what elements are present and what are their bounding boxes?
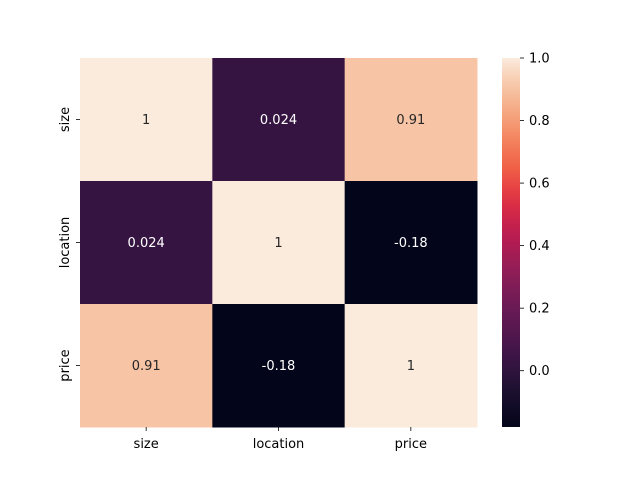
heatmap-cell-price-size: [80, 304, 213, 428]
cell-value-label: 0.91: [396, 113, 425, 128]
y-axis: size location price: [58, 107, 80, 382]
colorbar-gradient: [502, 58, 520, 427]
heatmap-cell-price-price: [344, 304, 478, 428]
colorbar-tick-label: 0.6: [529, 177, 550, 192]
x-axis: size location price: [134, 427, 427, 452]
heatmap-cell-labels: 1 0.024 0.91 0.024 1 -0.18 0.91 -0.18 1: [128, 113, 428, 374]
heatmap-cell-size-location: [212, 58, 346, 182]
cell-value-label: 0.91: [132, 359, 161, 374]
colorbar-tick-label: 0.2: [529, 302, 550, 317]
x-tick-label-location: location: [253, 437, 305, 452]
heatmap-cells: [80, 58, 478, 428]
colorbar-tick-label: 0.4: [529, 239, 550, 254]
colorbar-tick-label: 1.0: [529, 52, 550, 67]
heatmap-cell-size-size: [80, 58, 213, 182]
heatmap-cell-location-size: [80, 181, 213, 305]
cell-value-label: -0.18: [394, 236, 428, 251]
cell-value-label: 0.024: [128, 236, 165, 251]
colorbar: 0.0 0.2 0.4 0.6 0.8 1.0: [502, 52, 550, 427]
y-tick-label-location: location: [58, 217, 73, 269]
colorbar-tick-label: 0.8: [529, 114, 550, 129]
heatmap-cell-location-location: [212, 181, 346, 305]
cell-value-label: -0.18: [262, 359, 296, 374]
x-tick-label-price: price: [395, 437, 427, 452]
x-tick-label-size: size: [134, 437, 159, 452]
cell-value-label: 1: [407, 359, 415, 374]
cell-value-label: 1: [274, 236, 282, 251]
heatmap-cell-location-price: [344, 181, 478, 305]
cell-value-label: 0.024: [260, 113, 297, 128]
heatmap-cell-price-location: [212, 304, 346, 428]
y-tick-label-size: size: [58, 107, 73, 132]
cell-value-label: 1: [142, 113, 150, 128]
heatmap-cell-size-price: [344, 58, 478, 182]
y-tick-label-price: price: [58, 349, 73, 381]
colorbar-tick-label: 0.0: [529, 364, 550, 379]
